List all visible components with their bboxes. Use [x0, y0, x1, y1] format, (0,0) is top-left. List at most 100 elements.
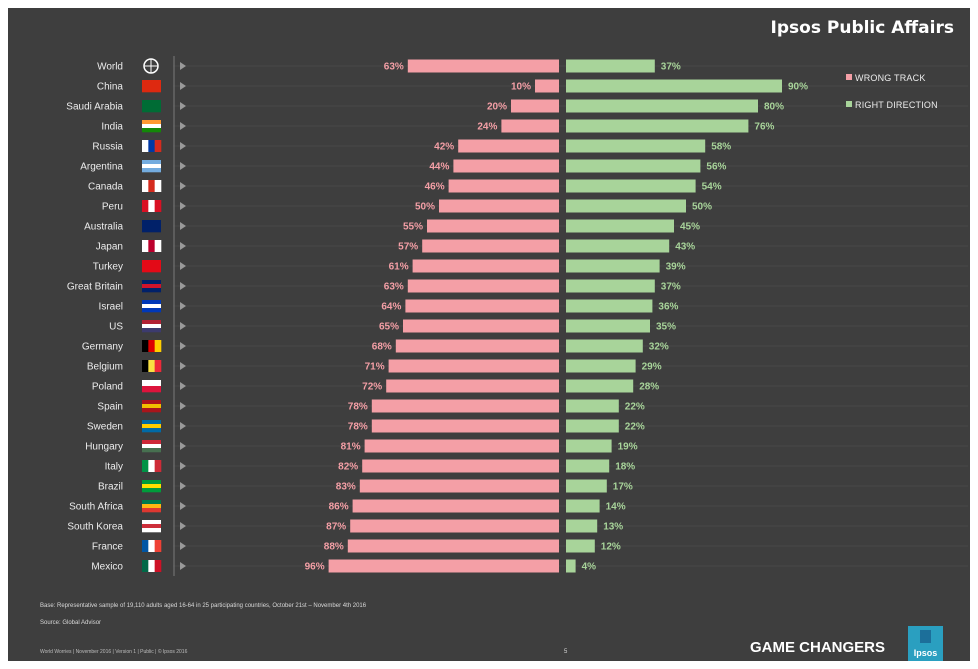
bar-right-direction	[566, 279, 655, 293]
bar-wrong-track	[352, 499, 559, 513]
bar-wrong-track	[350, 519, 559, 533]
data-label-wrong: 20%	[487, 102, 507, 113]
bar-wrong-track	[405, 299, 559, 313]
bar-wrong-track	[371, 399, 559, 413]
flag-stripe	[142, 120, 161, 125]
data-label-wrong: 63%	[384, 282, 404, 293]
country-label: Argentina	[80, 162, 123, 173]
flag-stripe	[142, 106, 161, 113]
flag-stripe	[142, 400, 161, 405]
data-label-wrong: 46%	[425, 182, 445, 193]
flag-stripe	[142, 160, 161, 165]
flag-stripe	[142, 520, 161, 525]
country-label: Australia	[84, 222, 123, 233]
page-number: 5	[564, 649, 568, 655]
data-label-right: 76%	[754, 122, 774, 133]
data-label-wrong: 81%	[341, 442, 361, 453]
brand-title: Ipsos Public Affairs	[770, 18, 954, 38]
country-label: Belgium	[87, 362, 123, 373]
data-label-wrong: 65%	[379, 322, 399, 333]
data-label-right: 80%	[764, 102, 784, 113]
play-arrow-icon	[180, 342, 186, 350]
data-label-right: 22%	[625, 422, 645, 433]
bar-wrong-track	[535, 79, 559, 93]
flag-stripe	[142, 164, 161, 169]
flag-stripe	[142, 484, 161, 489]
flag-icon	[142, 260, 161, 273]
play-arrow-icon	[180, 262, 186, 270]
bar-wrong-track	[458, 139, 559, 153]
bar-right-direction	[566, 219, 674, 233]
data-label-right: 37%	[661, 62, 681, 73]
data-label-right: 54%	[702, 182, 722, 193]
bar-right-direction	[566, 259, 660, 273]
flag-stripe	[142, 524, 161, 529]
legend-wrong-track: WRONG TRACK	[846, 73, 926, 83]
flag-stripe	[142, 168, 161, 173]
flag-stripe	[142, 386, 161, 393]
flag-icon	[142, 480, 161, 493]
data-label-right: 32%	[649, 342, 669, 353]
country-label: Hungary	[85, 442, 123, 453]
play-arrow-icon	[180, 322, 186, 330]
data-label-right: 22%	[625, 402, 645, 413]
country-label: Spain	[97, 402, 123, 413]
play-arrow-icon	[180, 302, 186, 310]
bar-right-direction	[566, 419, 619, 433]
flag-icon	[142, 540, 162, 552]
bar-wrong-track	[362, 459, 559, 473]
flag-stripe	[154, 240, 162, 252]
data-label-right: 39%	[666, 262, 686, 273]
data-label-wrong: 24%	[477, 122, 497, 133]
play-arrow-icon	[180, 142, 186, 150]
flag-stripe	[142, 440, 161, 445]
bar-wrong-track	[448, 179, 559, 193]
flag-stripe	[148, 560, 155, 572]
bar-right-direction	[566, 519, 598, 533]
flag-stripe	[142, 380, 161, 387]
flag-stripe	[142, 228, 161, 233]
bar-wrong-track	[359, 479, 559, 493]
play-arrow-icon	[180, 362, 186, 370]
flag-stripe	[154, 180, 162, 192]
flag-stripe	[142, 140, 149, 152]
base-note: Base: Representative sample of 19,110 ad…	[40, 603, 367, 609]
legend-swatch-wrong	[846, 74, 852, 80]
flag-stripe	[142, 308, 161, 313]
flag-stripe	[148, 340, 155, 352]
flag-icon	[142, 220, 161, 233]
flag-stripe	[154, 540, 162, 552]
country-label: Sweden	[87, 422, 123, 433]
flag-stripe	[142, 80, 161, 87]
data-label-wrong: 87%	[326, 522, 346, 533]
bar-right-direction	[566, 439, 612, 453]
data-label-right: 90%	[788, 82, 808, 93]
play-arrow-icon	[180, 242, 186, 250]
flag-icon	[142, 460, 162, 472]
flag-stripe	[142, 444, 161, 449]
data-label-right: 45%	[680, 222, 700, 233]
bar-wrong-track	[347, 539, 559, 553]
data-label-right: 43%	[675, 242, 695, 253]
play-arrow-icon	[180, 82, 186, 90]
flag-icon	[142, 560, 162, 572]
data-label-wrong: 42%	[434, 142, 454, 153]
flag-icon	[142, 180, 162, 192]
bar-wrong-track	[403, 319, 559, 333]
data-label-right: 12%	[601, 542, 621, 553]
flag-icon	[142, 240, 162, 252]
flag-stripe	[142, 340, 149, 352]
flag-stripe	[148, 200, 155, 212]
data-label-wrong: 63%	[384, 62, 404, 73]
flag-stripe	[142, 360, 149, 372]
bar-right-direction	[566, 459, 610, 473]
flag-stripe	[142, 328, 161, 333]
flag-icon	[142, 140, 162, 152]
play-arrow-icon	[180, 282, 186, 290]
flag-stripe	[142, 288, 161, 293]
flag-stripe	[142, 424, 161, 429]
bar-right-direction	[566, 319, 650, 333]
bar-right-direction	[566, 119, 749, 133]
bar-right-direction	[566, 499, 600, 513]
flag-stripe	[142, 220, 161, 225]
